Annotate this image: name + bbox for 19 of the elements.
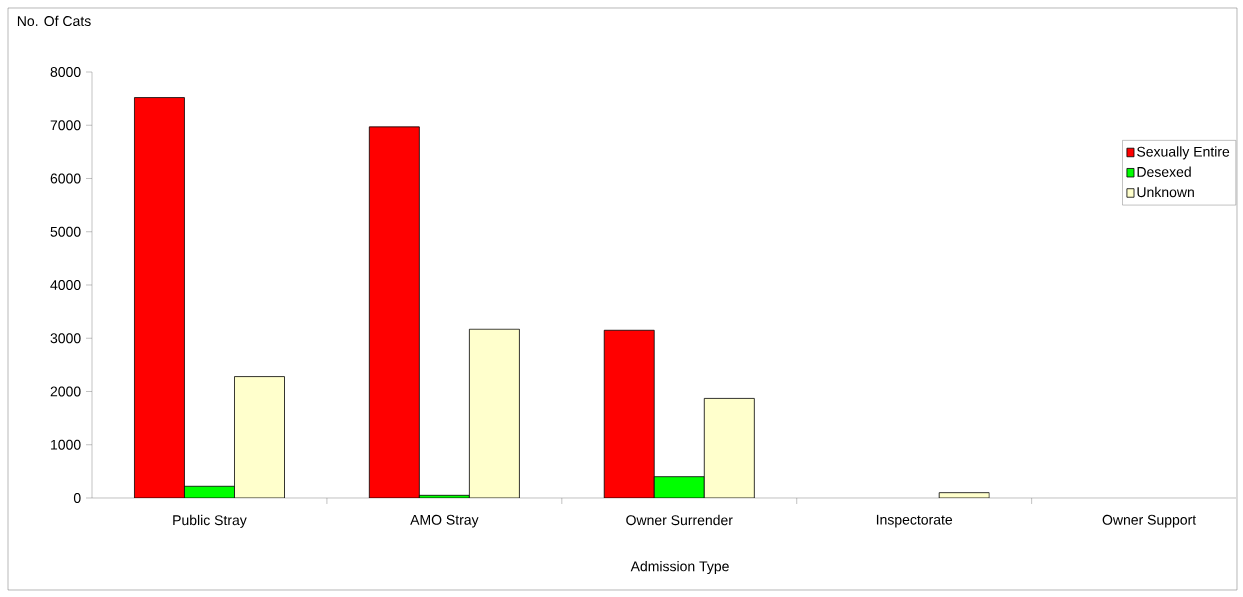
- y-tick-label: 6000: [50, 173, 81, 184]
- y-tick-label: 0: [73, 493, 81, 503]
- x-tick-label: Inspectorate: [876, 514, 953, 528]
- y-tick-label: 8000: [50, 67, 81, 77]
- legend-label: Desexed: [1137, 166, 1191, 177]
- y-tick-label: 2000: [50, 386, 81, 397]
- x-tick-label: Public Stray: [173, 514, 247, 528]
- x-tick-label: AMO Stray: [410, 514, 479, 528]
- x-tick-label: Owner Surrender: [626, 514, 733, 526]
- y-tick-label: 1000: [51, 439, 81, 450]
- y-tick-label: 4000: [50, 280, 81, 290]
- legend-label: Sexually Entire: [1137, 146, 1230, 160]
- y-tick-label: 5000: [50, 226, 81, 237]
- x-tick-label: Owner Support: [1102, 514, 1197, 528]
- x-axis-title: Admission Type: [630, 561, 729, 575]
- legend-label: Unknown: [1137, 186, 1194, 198]
- y-tick-label: 7000: [50, 120, 81, 131]
- y-tick-label: 3000: [50, 333, 81, 344]
- y-axis-title: No. Of Cats: [17, 15, 91, 27]
